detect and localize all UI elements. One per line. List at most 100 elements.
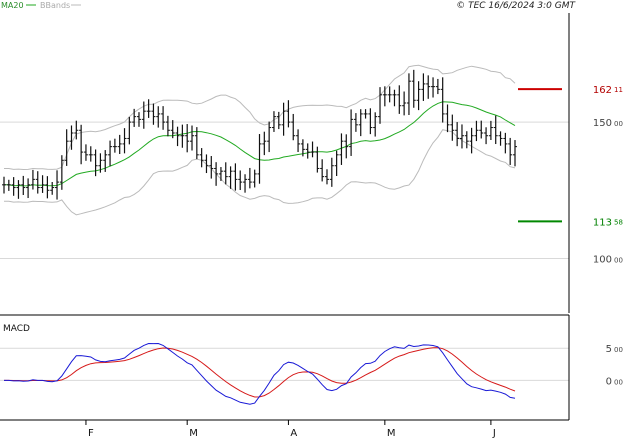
price-bar xyxy=(411,69,416,108)
price-bar xyxy=(378,87,383,124)
price-bar xyxy=(79,124,84,165)
price-bar xyxy=(257,134,262,184)
price-bar xyxy=(30,169,35,190)
price-bar xyxy=(392,89,397,107)
price-bar xyxy=(35,171,40,194)
price-tick-label: 150 xyxy=(593,118,612,129)
macd-tick-label: 0 xyxy=(606,376,612,387)
price-bar xyxy=(233,163,238,191)
macd-tick-decimals: 00 xyxy=(614,378,623,386)
bollinger-upper-line xyxy=(4,64,516,171)
price-bar xyxy=(40,175,45,193)
price-bar xyxy=(93,149,98,177)
price-bar xyxy=(141,101,146,129)
price-bar xyxy=(228,166,233,189)
price-bar xyxy=(291,113,296,141)
price-bar xyxy=(156,106,161,128)
price-bar xyxy=(2,176,6,194)
price-bar xyxy=(508,137,513,165)
price-bar xyxy=(339,133,344,165)
price-tick-decimals: 00 xyxy=(614,120,623,128)
price-bar xyxy=(132,108,137,127)
price-bar xyxy=(243,174,248,193)
copyright-text: © TEC 16/6/2024 3:0 GMT xyxy=(456,1,576,11)
bollinger-lower-line xyxy=(4,129,516,216)
price-bars xyxy=(2,69,517,200)
price-bar xyxy=(286,100,291,128)
price-bar xyxy=(271,111,276,132)
price-bar xyxy=(151,103,156,125)
price-bar xyxy=(276,111,281,130)
price-bar xyxy=(83,144,88,161)
price-bar xyxy=(445,104,450,133)
price-bar xyxy=(161,106,166,130)
price-bar xyxy=(455,122,460,147)
price-bar xyxy=(426,75,431,99)
price-bar xyxy=(204,154,209,174)
price-bar xyxy=(238,170,243,191)
macd-signal-line xyxy=(4,347,516,398)
price-bar xyxy=(431,77,436,98)
price-bar xyxy=(262,131,267,156)
price-bar xyxy=(112,138,117,153)
macd-tick-decimals: 00 xyxy=(614,346,623,354)
price-bar xyxy=(320,159,325,182)
price-bar xyxy=(88,146,93,162)
price-bar xyxy=(315,146,320,173)
time-axis-label: F xyxy=(88,428,94,439)
legend: MA20 BBands xyxy=(1,1,81,10)
price-bar xyxy=(50,182,55,195)
price-bar xyxy=(252,169,257,188)
price-bar xyxy=(11,177,16,196)
price-bar xyxy=(435,78,440,95)
price-bar xyxy=(300,139,305,157)
price-bar xyxy=(122,128,127,154)
price-bar xyxy=(421,73,426,101)
price-bar xyxy=(59,155,64,190)
price-bar xyxy=(64,129,69,166)
price-bar xyxy=(117,134,122,155)
price-bar xyxy=(406,73,411,116)
price-panel: 162 11 113 58 xyxy=(0,13,623,313)
price-bar xyxy=(103,150,108,172)
price-bar xyxy=(214,162,219,186)
macd-series xyxy=(4,342,516,405)
legend-bbands: BBands xyxy=(40,1,70,10)
price-bar xyxy=(402,91,407,116)
price-bar xyxy=(6,179,11,191)
price-bar xyxy=(324,169,329,185)
price-tick-label: 100 xyxy=(593,254,612,265)
price-bar xyxy=(146,99,151,118)
time-axis-label: J xyxy=(492,428,496,439)
price-bar xyxy=(21,175,26,195)
price-bar xyxy=(479,120,484,139)
macd-line xyxy=(4,342,516,405)
price-bar xyxy=(387,86,392,103)
price-bar xyxy=(247,167,252,189)
price-bar xyxy=(498,131,503,146)
price-bar xyxy=(440,77,445,123)
time-axis-label: M xyxy=(387,428,396,439)
price-bar xyxy=(334,150,339,177)
price-bar xyxy=(382,86,387,107)
price-bar xyxy=(190,125,195,151)
macd-y-axis: 5 000 00 xyxy=(606,344,623,387)
price-bar xyxy=(305,143,310,159)
price-bar xyxy=(26,178,31,199)
price-bar xyxy=(185,124,190,153)
time-axis-label: M xyxy=(189,428,198,439)
resistance-label-decimals: 11 xyxy=(614,86,623,94)
bollinger-bands xyxy=(4,64,516,216)
price-bar xyxy=(368,108,373,135)
price-bar xyxy=(310,141,315,158)
support-label: 113 xyxy=(593,217,612,228)
price-bar xyxy=(98,153,103,173)
price-bar xyxy=(194,127,199,160)
price-bar xyxy=(484,127,489,145)
support-label-decimals: 58 xyxy=(614,218,623,226)
price-bar xyxy=(175,126,180,147)
price-bar xyxy=(199,148,204,168)
legend-ma20: MA20 xyxy=(1,1,24,10)
